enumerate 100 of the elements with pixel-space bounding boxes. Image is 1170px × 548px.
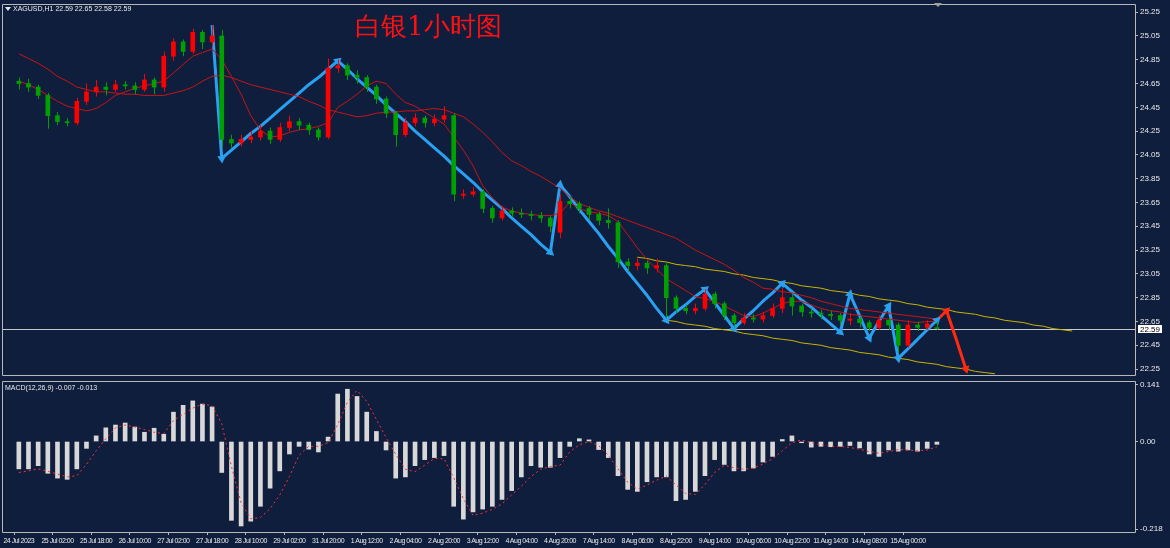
point [893, 355, 903, 364]
candlestick [200, 29, 205, 50]
y-tick-label: 24.65 [1140, 78, 1161, 88]
bar [335, 393, 341, 442]
bar [712, 441, 717, 460]
y-tick-label: 0.141 [1140, 380, 1161, 390]
chart-title: 白银1小时图 [355, 11, 502, 42]
bar [287, 441, 292, 455]
candlestick [84, 83, 89, 106]
bar [490, 441, 495, 507]
bar [258, 441, 263, 507]
candlestick [45, 92, 51, 130]
bar [567, 441, 572, 447]
candlestick [721, 300, 727, 321]
bar [26, 441, 31, 470]
y-tick-label: 22.25 [1140, 364, 1161, 374]
y-tick-label: 25.05 [1140, 31, 1161, 41]
candlestick [74, 97, 80, 126]
y-tick-label: 23.45 [1140, 221, 1161, 231]
bar [422, 441, 428, 460]
y-tick-label: 24.85 [1140, 54, 1161, 64]
bar [548, 441, 553, 468]
point [883, 301, 892, 311]
bar [683, 441, 688, 500]
bar [895, 441, 901, 452]
bar [480, 441, 486, 510]
candlestick [895, 322, 901, 353]
point [864, 334, 873, 343]
point [835, 327, 845, 336]
y-tick-label: 22.45 [1140, 340, 1161, 350]
candlestick [480, 188, 486, 214]
bar [857, 441, 862, 449]
bar [634, 441, 640, 492]
bar [55, 441, 60, 479]
bar [596, 441, 601, 450]
candlestick [190, 28, 196, 55]
bar [190, 400, 196, 442]
bar [779, 439, 785, 442]
point [941, 307, 951, 316]
bar [866, 441, 872, 455]
y-tick-label: 23.85 [1140, 173, 1161, 183]
bar [374, 431, 379, 442]
candlestick [171, 37, 176, 62]
y-tick-label: -0.218 [1140, 524, 1164, 534]
bar [161, 433, 167, 442]
y-tick-label: 0.00 [1140, 436, 1157, 446]
bar [886, 441, 891, 451]
point [217, 155, 226, 164]
bar [654, 441, 659, 478]
bar [345, 388, 350, 442]
bar [403, 441, 408, 478]
y-tick-label: 22.85 [1140, 292, 1161, 302]
bar [741, 441, 746, 472]
bar [219, 441, 225, 473]
ref-line-label: 22.59 [1140, 324, 1161, 334]
bar [837, 441, 843, 447]
bar [200, 403, 205, 442]
bar [364, 411, 370, 442]
bar [277, 441, 283, 472]
bar [103, 427, 109, 442]
bar [538, 441, 544, 468]
bar [393, 441, 399, 479]
candlestick [403, 117, 408, 138]
bar [142, 431, 147, 442]
candlestick [605, 207, 611, 230]
bar [113, 424, 118, 442]
bar [432, 441, 437, 458]
bar [229, 441, 234, 521]
y-tick-label: 24.05 [1140, 150, 1161, 160]
y-tick-label: 23.65 [1140, 197, 1161, 207]
bar [692, 441, 698, 492]
y-tick-label: 24.25 [1140, 126, 1161, 136]
bar [721, 441, 727, 465]
bar [519, 441, 524, 478]
bar [74, 441, 80, 470]
bar [577, 438, 582, 442]
point [845, 289, 854, 298]
point [661, 315, 670, 325]
bar [625, 441, 630, 490]
bar [171, 411, 176, 442]
candlestick [374, 84, 379, 105]
y-tick-label: 25.25 [1140, 7, 1161, 17]
point [728, 324, 737, 333]
bar [663, 441, 669, 478]
bar [461, 441, 466, 520]
bar [248, 441, 254, 522]
y-tick-label: 23.05 [1140, 269, 1161, 279]
bar [316, 441, 321, 453]
point [777, 279, 786, 289]
bar [84, 441, 89, 449]
bar [750, 441, 756, 469]
bar [306, 441, 312, 450]
bar [924, 441, 930, 449]
bar [132, 426, 138, 442]
point [555, 179, 564, 188]
point [960, 365, 970, 374]
y-tick-label: 24.45 [1140, 102, 1161, 112]
bar [915, 441, 920, 452]
y-tick-label: 23.25 [1140, 245, 1161, 255]
candlestick [393, 110, 399, 148]
